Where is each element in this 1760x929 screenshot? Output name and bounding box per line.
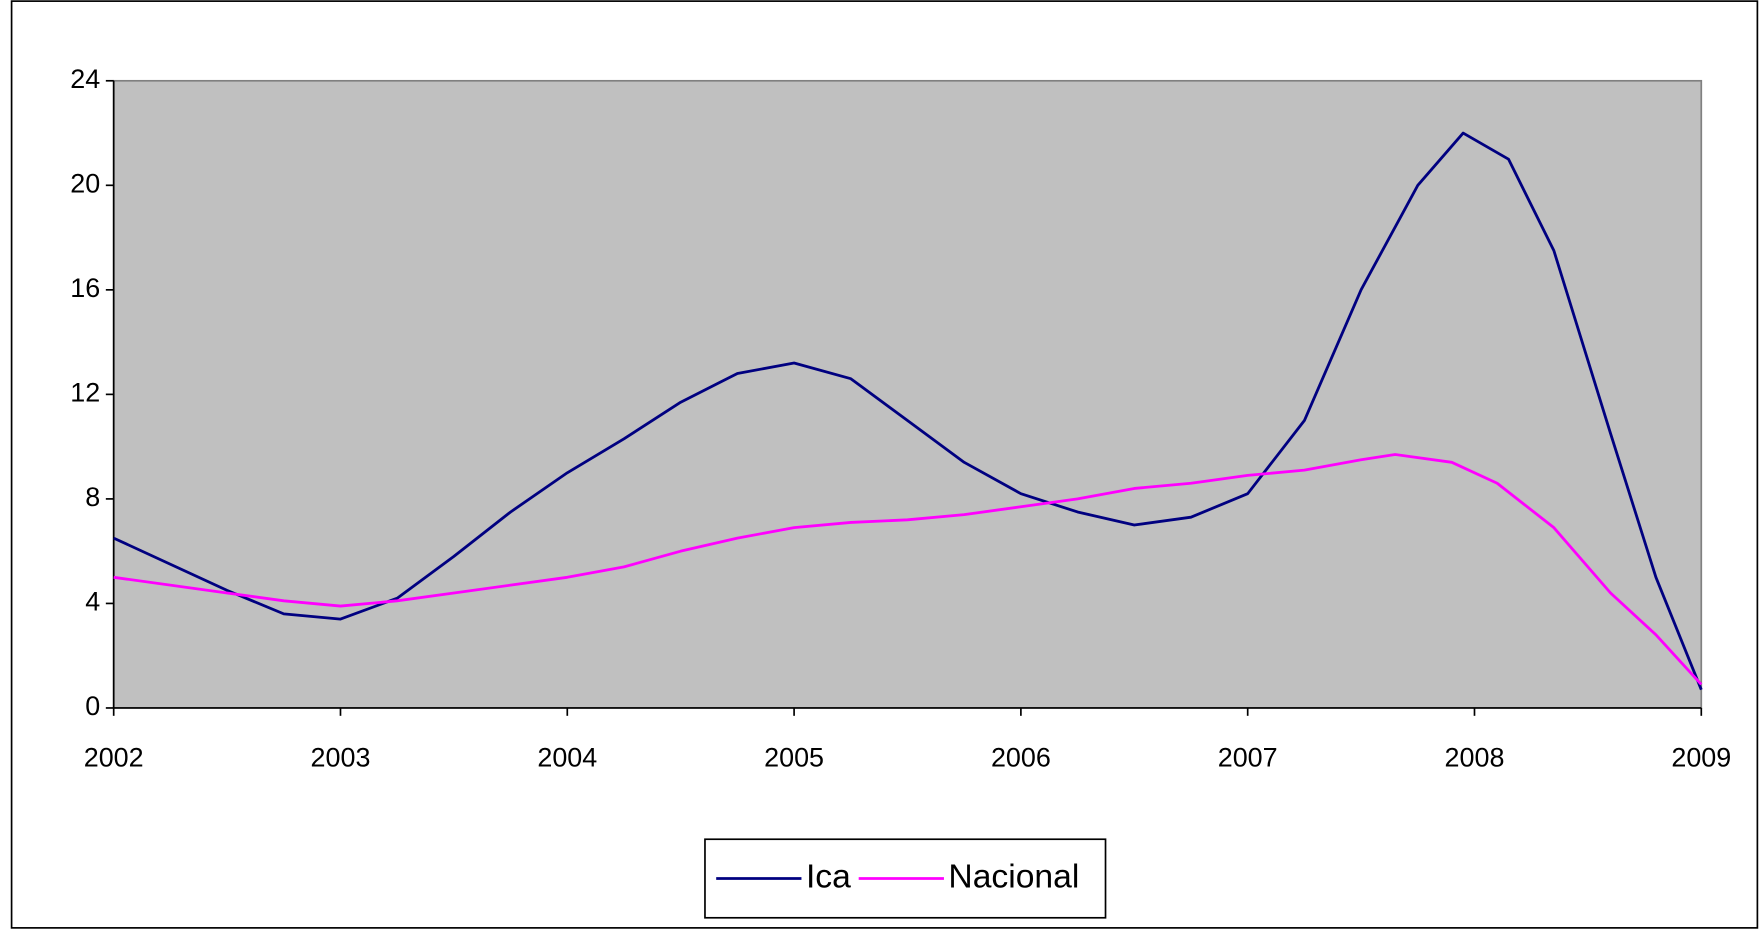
y-tick-label: 20 (70, 168, 100, 198)
x-tick-label: 2005 (764, 743, 824, 773)
legend-label: Nacional (948, 858, 1079, 895)
y-tick-label: 4 (85, 587, 100, 617)
line-series (113, 453, 1703, 686)
x-tick-label: 2002 (84, 743, 144, 773)
y-tick-label: 8 (85, 482, 100, 512)
x-tick-label: 2007 (1218, 743, 1278, 773)
x-tick-label: 2008 (1445, 743, 1505, 773)
legend-label: Ica (806, 858, 851, 895)
y-tick-label: 0 (85, 691, 100, 721)
y-tick-label: 24 (70, 64, 100, 94)
y-tick-label: 16 (70, 273, 100, 303)
x-tick-label: 2003 (311, 743, 371, 773)
x-tick-label: 2006 (991, 743, 1051, 773)
x-tick-label: 2009 (1671, 743, 1731, 773)
x-tick-label: 2004 (537, 743, 597, 773)
y-tick-label: 12 (70, 377, 100, 407)
